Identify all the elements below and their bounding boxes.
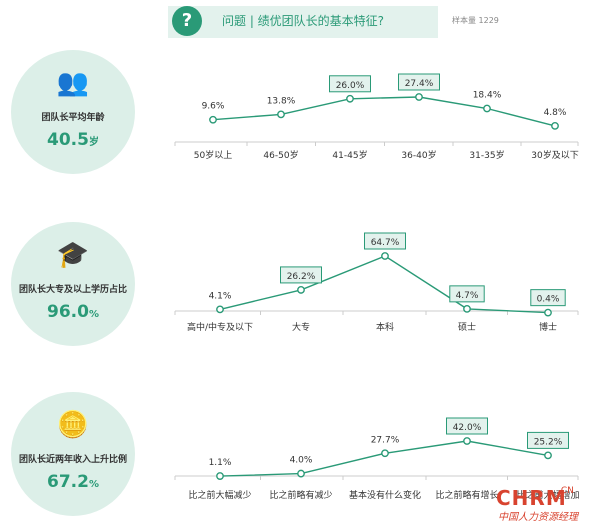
watermark-suffix: .CN <box>558 486 574 496</box>
data-label: 27.7% <box>371 435 400 445</box>
data-point <box>381 252 389 260</box>
data-label-box <box>398 73 440 91</box>
x-tick-label: 高中/中专及以下 <box>187 321 253 333</box>
data-point <box>483 104 491 113</box>
data-label: 4.7% <box>456 291 479 301</box>
data-point <box>381 449 389 458</box>
data-point <box>209 115 217 124</box>
series-line <box>219 255 549 314</box>
x-tick-label: 30岁及以下 <box>531 149 578 161</box>
data-point <box>415 93 423 101</box>
data-label: 25.2% <box>534 437 563 447</box>
data-point <box>346 94 354 103</box>
data-label: 26.2% <box>287 272 316 282</box>
data-label: 1.1% <box>209 458 232 468</box>
data-point <box>297 286 305 294</box>
stat-label: 团队长近两年收入上升比例 <box>18 455 127 465</box>
series-line <box>219 440 549 477</box>
x-tick-label: 41-45岁 <box>332 149 367 161</box>
data-point <box>463 304 471 313</box>
stat-value: 67.2% <box>47 472 99 492</box>
x-tick-label: 46-50岁 <box>263 149 298 161</box>
data-label: 4.0% <box>290 456 313 466</box>
stat-value: 40.5岁 <box>47 130 99 150</box>
data-point <box>277 110 285 119</box>
data-point <box>216 305 224 314</box>
x-tick-label: 比之前略有减少 <box>269 489 332 501</box>
stat-circle-education: 🎓 团队长大专及以上学历占比 96.0% <box>11 222 135 346</box>
data-label: 64.7% <box>371 238 400 248</box>
stat-label: 团队长平均年龄 <box>41 113 105 123</box>
data-label-box <box>364 232 406 250</box>
watermark-sub: 中国人力资源经理 <box>498 512 578 523</box>
data-label: 18.4% <box>473 90 502 100</box>
data-point <box>463 437 471 445</box>
data-label-box <box>449 285 485 303</box>
data-label: 42.0% <box>453 423 482 433</box>
data-label: 4.8% <box>544 108 567 118</box>
data-label: 9.6% <box>202 102 225 112</box>
x-tick-label: 本科 <box>376 321 394 333</box>
sample-size: 样本量 1229 <box>452 16 499 25</box>
x-tick-label: 大专 <box>292 321 310 333</box>
stat-circle-income: 🪙 团队长近两年收入上升比例 67.2% <box>11 392 135 516</box>
data-label: 26.0% <box>336 81 365 91</box>
data-label: 27.4% <box>405 79 434 89</box>
x-tick-label: 50岁以上 <box>194 149 232 161</box>
data-point <box>544 451 552 460</box>
coins-icon: 🪙 <box>56 410 90 440</box>
people-icon: 👥 <box>56 68 90 98</box>
data-point <box>551 121 559 130</box>
data-point <box>216 472 224 480</box>
x-tick-label: 36-40岁 <box>401 149 436 161</box>
header-title: 问题 | 绩优团队长的基本特征? <box>222 14 385 28</box>
series-line <box>212 96 556 127</box>
stat-circle-age: 👥 团队长平均年龄 40.5岁 <box>11 50 135 174</box>
data-label-box <box>329 75 371 93</box>
stat-label: 团队长大专及以上学历占比 <box>18 285 127 295</box>
x-tick-label: 硕士 <box>458 321 476 333</box>
x-tick-label: 比之前大幅增加 <box>516 489 579 501</box>
data-label-box <box>280 266 322 284</box>
data-label-box <box>527 431 569 449</box>
data-label-box <box>530 289 566 307</box>
data-label: 0.4% <box>537 295 560 305</box>
data-label: 13.8% <box>267 96 296 106</box>
x-tick-label: 比之前大幅减少 <box>188 489 251 501</box>
data-point <box>544 308 552 317</box>
stat-value: 96.0% <box>47 302 99 322</box>
data-label: 4.1% <box>209 291 232 301</box>
x-tick-label: 博士 <box>539 321 557 333</box>
question-icon: ? <box>172 6 202 36</box>
data-label-box <box>446 417 488 435</box>
graduation-cap-icon: 🎓 <box>56 240 90 270</box>
x-tick-label: 基本没有什么变化 <box>349 489 421 501</box>
x-tick-label: 比之前略有增长 <box>435 489 498 501</box>
data-point <box>297 469 305 478</box>
x-tick-label: 31-35岁 <box>469 149 504 161</box>
watermark-logo: CHRM <box>496 486 567 510</box>
header-banner <box>168 6 438 38</box>
